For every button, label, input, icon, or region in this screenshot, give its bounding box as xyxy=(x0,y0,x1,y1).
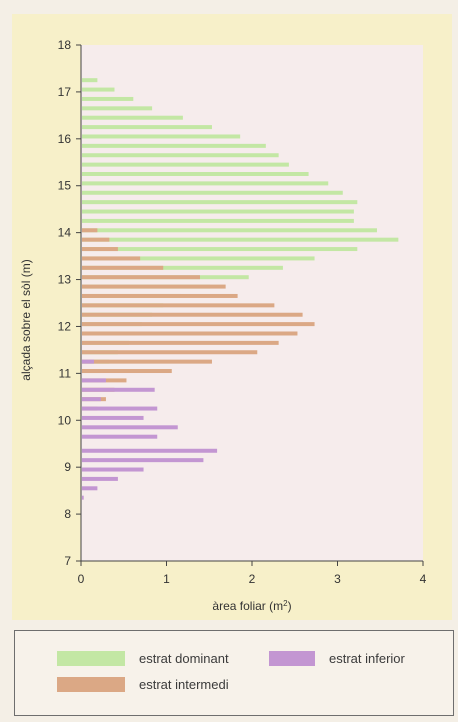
legend: estrat dominant estrat inferior estrat i… xyxy=(14,630,454,716)
x-axis-label-superscript: 2 xyxy=(283,599,288,608)
y-axis-label: alçada sobre el sòl (m) xyxy=(19,259,33,380)
legend-swatch-estrat-intermedi xyxy=(57,677,125,692)
bar-estrat-dominant-10 xyxy=(82,172,309,176)
y-tick-label-15: 15 xyxy=(58,179,72,193)
bar-estrat-dominant-5 xyxy=(82,125,212,130)
bar-estrat-intermedi-14 xyxy=(82,359,212,364)
bar-estrat-inferior-6 xyxy=(82,425,178,430)
x-tick-label-3: 3 xyxy=(334,572,341,586)
bar-estrat-intermedi-11 xyxy=(82,331,298,336)
bar-estrat-dominant-14 xyxy=(82,209,354,214)
legend-label-estrat-dominant: estrat dominant xyxy=(139,651,229,666)
bar-estrat-dominant-16 xyxy=(82,228,377,233)
x-axis-label-main: àrea foliar (m xyxy=(212,599,283,613)
y-tick-label-7: 7 xyxy=(64,554,71,568)
x-axis-label-close: ) xyxy=(288,599,292,613)
bar-estrat-inferior-12 xyxy=(82,486,98,491)
y-ticks-group: 7 8 9 10 11 12 13 14 15 16 17 18 xyxy=(58,38,81,568)
bar-estrat-intermedi-10 xyxy=(82,322,315,327)
legend-label-estrat-inferior: estrat inferior xyxy=(329,651,405,666)
bar-estrat-intermedi-13 xyxy=(82,350,258,355)
bar-estrat-inferior-9 xyxy=(82,458,204,463)
bar-estrat-inferior-11 xyxy=(82,476,118,481)
bar-estrat-dominant-8 xyxy=(82,153,279,158)
bar-estrat-inferior-3 xyxy=(82,397,101,402)
bar-estrat-inferior-0 xyxy=(82,359,94,364)
bar-estrat-intermedi-9 xyxy=(82,312,303,317)
plot-area xyxy=(81,45,423,561)
x-tick-label-1: 1 xyxy=(163,572,170,586)
bar-estrat-intermedi-2 xyxy=(82,247,118,252)
y-tick-label-11: 11 xyxy=(59,366,72,380)
bar-estrat-dominant-6 xyxy=(82,134,241,139)
bar-estrat-dominant-18 xyxy=(82,247,358,252)
bar-estrat-intermedi-12 xyxy=(82,340,279,345)
bar-estrat-dominant-20 xyxy=(82,265,283,270)
bar-estrat-dominant-12 xyxy=(82,190,343,195)
y-tick-label-16: 16 xyxy=(58,132,72,146)
bar-estrat-inferior-1 xyxy=(82,378,106,383)
y-tick-label-9: 9 xyxy=(64,460,71,474)
bar-estrat-inferior-4 xyxy=(82,406,158,411)
bar-estrat-dominant-2 xyxy=(82,96,134,101)
bar-estrat-intermedi-5 xyxy=(82,275,200,280)
bar-estrat-inferior-7 xyxy=(82,434,158,439)
bar-estrat-intermedi-0 xyxy=(82,228,98,233)
bar-estrat-inferior-8 xyxy=(82,448,218,453)
bars-group xyxy=(82,78,399,500)
bar-estrat-dominant-17 xyxy=(82,237,399,242)
bar-estrat-dominant-13 xyxy=(82,200,358,205)
bar-estrat-inferior-5 xyxy=(82,415,144,420)
y-tick-label-10: 10 xyxy=(58,413,72,427)
legend-item-estrat-dominant: estrat dominant xyxy=(57,651,229,666)
y-tick-label-12: 12 xyxy=(58,319,72,333)
bar-estrat-dominant-19 xyxy=(82,256,315,261)
bar-estrat-dominant-1 xyxy=(82,87,115,92)
bar-estrat-intermedi-6 xyxy=(82,284,226,289)
bar-estrat-intermedi-15 xyxy=(82,369,172,374)
bar-estrat-intermedi-4 xyxy=(82,265,164,270)
bar-estrat-dominant-7 xyxy=(82,143,266,148)
x-tick-label-2: 2 xyxy=(249,572,256,586)
legend-swatch-estrat-dominant xyxy=(57,651,125,666)
bar-estrat-inferior-13 xyxy=(82,495,84,500)
legend-item-estrat-inferior: estrat inferior xyxy=(269,651,405,666)
bar-estrat-inferior-2 xyxy=(82,387,155,392)
legend-label-estrat-intermedi: estrat intermedi xyxy=(139,677,229,692)
y-tick-label-18: 18 xyxy=(58,38,72,52)
y-tick-label-14: 14 xyxy=(58,226,72,240)
bar-estrat-dominant-11 xyxy=(82,181,329,186)
bar-estrat-intermedi-7 xyxy=(82,293,238,298)
bar-estrat-dominant-4 xyxy=(82,115,183,120)
x-axis-label: àrea foliar (m2) xyxy=(212,599,291,614)
x-tick-label-0: 0 xyxy=(78,572,85,586)
bar-estrat-intermedi-3 xyxy=(82,256,141,261)
bar-estrat-dominant-9 xyxy=(82,162,289,167)
bar-estrat-inferior-10 xyxy=(82,467,144,472)
bar-estrat-intermedi-8 xyxy=(82,303,275,308)
y-tick-label-8: 8 xyxy=(64,507,71,521)
legend-item-estrat-intermedi: estrat intermedi xyxy=(57,677,229,692)
bar-estrat-dominant-3 xyxy=(82,106,153,111)
x-tick-label-4: 4 xyxy=(420,572,427,586)
bar-estrat-dominant-0 xyxy=(82,78,98,83)
bar-estrat-dominant-15 xyxy=(82,218,354,223)
y-tick-label-17: 17 xyxy=(58,85,72,99)
x-ticks-group: 0 1 2 3 4 xyxy=(78,561,427,586)
y-tick-label-13: 13 xyxy=(58,273,72,287)
bar-estrat-intermedi-1 xyxy=(82,237,110,242)
legend-swatch-estrat-inferior xyxy=(269,651,315,666)
